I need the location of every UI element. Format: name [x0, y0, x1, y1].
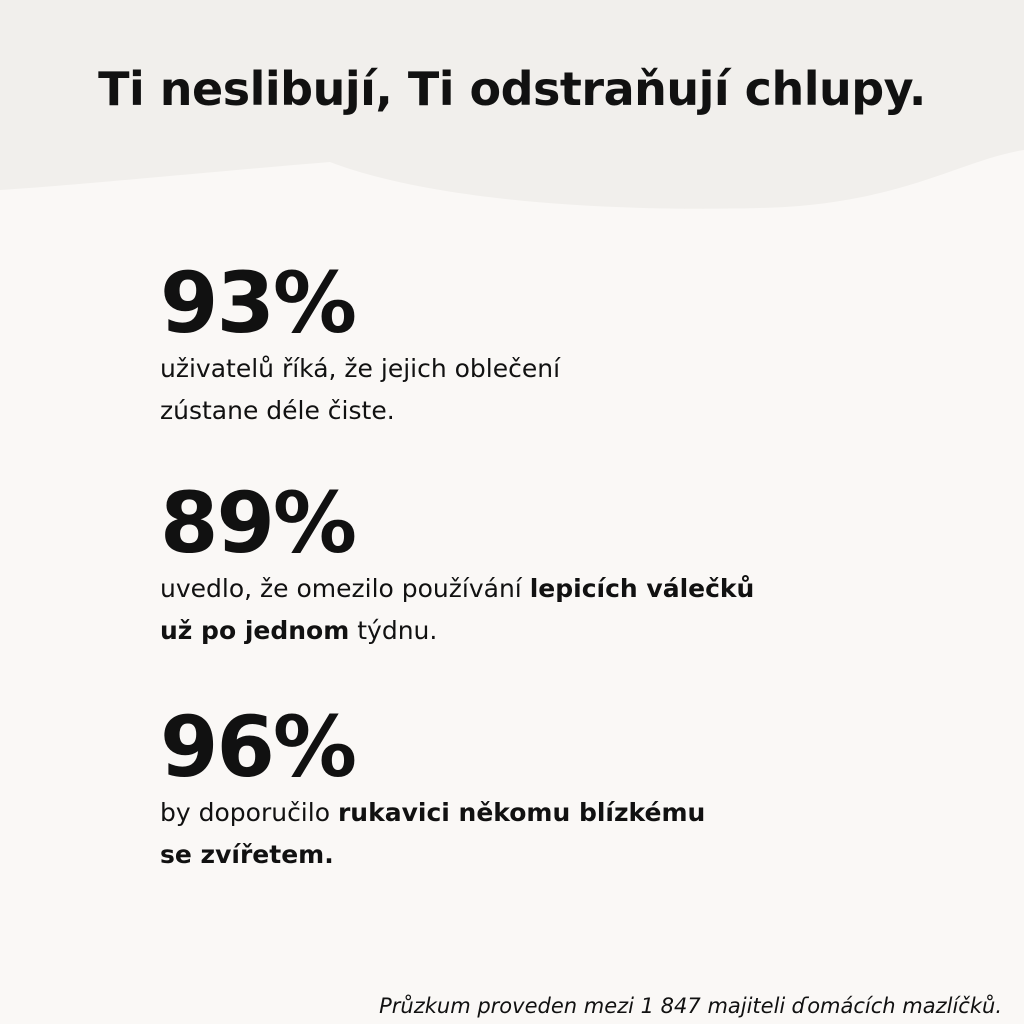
bold-text: už po jednom — [160, 616, 350, 645]
stat-figure: 89% — [160, 474, 357, 572]
bold-text: rukavici někomu blízkému — [337, 798, 706, 827]
wave-shape — [0, 0, 1024, 209]
header-wave — [0, 0, 1024, 209]
footnote: Průzkum proveden mezi 1 847 majiteli ɗom… — [379, 994, 1002, 1018]
stat-figure: 96% — [160, 698, 357, 796]
text: uvedlo, že omezilo používání — [160, 574, 530, 603]
stat-line: by doporučilo rukavici někomu blízkému — [160, 792, 705, 834]
stat: 89% uvedlo, že omezilo používání lepicích… — [160, 478, 754, 652]
text: týdnu. — [349, 616, 438, 645]
stat-line: už po jednom týdnu. — [160, 610, 754, 652]
bold-text: se zvířetem. — [160, 840, 334, 869]
text: uživatelů říká, že jejich oblečení — [160, 354, 561, 383]
title: Ti neslibují, Ti odstraňují chlupy. — [98, 62, 926, 116]
text: by doporučilo — [160, 798, 338, 827]
stat-line: se zvířetem. — [160, 834, 705, 876]
stat-line: uživatelů říká, že jejich oblečení — [160, 348, 560, 390]
stat: 93% uživatelů říká, že jejich oblečení zús… — [160, 258, 560, 432]
bold-text: lepicích válečků — [529, 574, 755, 603]
stat-figure: 93% — [160, 254, 357, 352]
stat: 96% by doporučilo rukavici někomu blízkém… — [160, 702, 705, 876]
stat-line: uvedlo, že omezilo používání lepicích vá… — [160, 568, 754, 610]
text: zústane déle čiste. — [160, 396, 395, 425]
stat-line: zústane déle čiste. — [160, 390, 560, 432]
